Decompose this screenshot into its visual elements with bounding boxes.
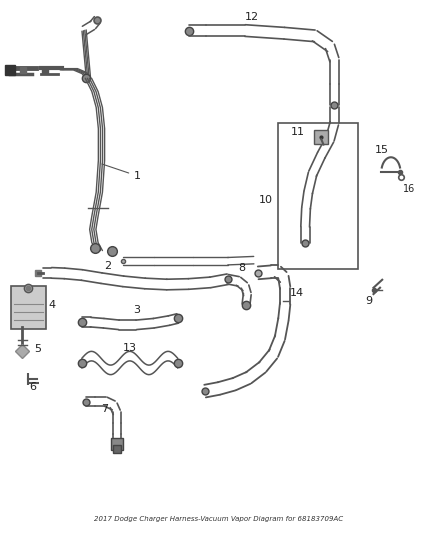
Text: 12: 12 [244, 12, 259, 22]
Text: 3: 3 [133, 305, 140, 314]
FancyBboxPatch shape [11, 286, 46, 329]
Text: 10: 10 [259, 195, 273, 205]
Text: 9: 9 [366, 296, 373, 305]
Text: 7: 7 [101, 405, 108, 414]
Text: 13: 13 [123, 343, 137, 353]
Text: 2: 2 [104, 261, 112, 271]
Text: 4: 4 [48, 300, 56, 310]
Text: 5: 5 [34, 344, 41, 354]
Text: 11: 11 [291, 127, 305, 137]
Text: 1: 1 [102, 164, 141, 181]
Text: 14: 14 [290, 288, 304, 297]
Text: 16: 16 [403, 184, 415, 195]
Text: 8: 8 [239, 263, 246, 273]
Text: 2017 Dodge Charger Harness-Vacuum Vapor Diagram for 68183709AC: 2017 Dodge Charger Harness-Vacuum Vapor … [95, 516, 343, 522]
Text: 15: 15 [375, 144, 389, 155]
FancyBboxPatch shape [278, 123, 358, 269]
Text: 6: 6 [29, 382, 36, 392]
